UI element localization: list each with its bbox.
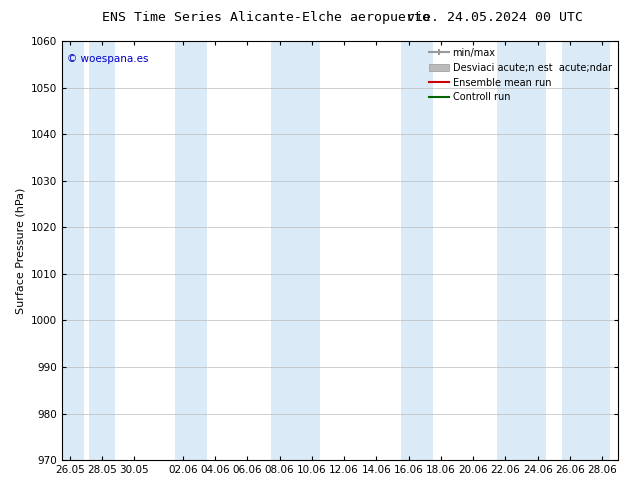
Text: vie. 24.05.2024 00 UTC: vie. 24.05.2024 00 UTC: [406, 11, 583, 24]
Bar: [89, 41, 115, 460]
Text: © woespana.es: © woespana.es: [67, 53, 149, 64]
Bar: [174, 41, 207, 460]
Bar: [497, 41, 546, 460]
Y-axis label: Surface Pressure (hPa): Surface Pressure (hPa): [15, 187, 25, 314]
Bar: [562, 41, 611, 460]
Legend: min/max, Desviaci acute;n est  acute;ndar, Ensemble mean run, Controll run: min/max, Desviaci acute;n est acute;ndar…: [425, 44, 616, 106]
Bar: [271, 41, 320, 460]
Bar: [61, 41, 84, 460]
Bar: [401, 41, 433, 460]
Text: ENS Time Series Alicante-Elche aeropuerto: ENS Time Series Alicante-Elche aeropuert…: [102, 11, 430, 24]
